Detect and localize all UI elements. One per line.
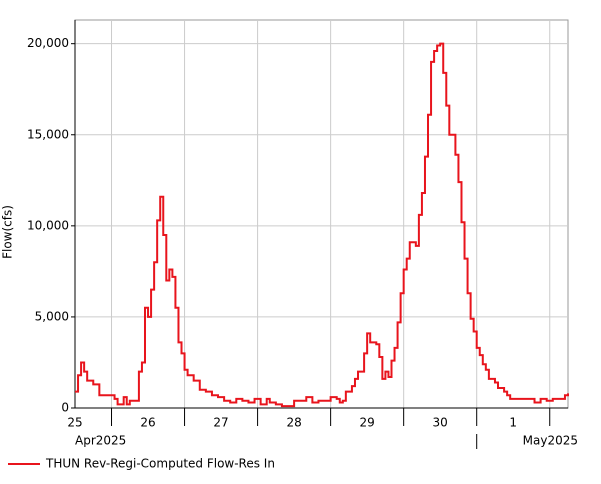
x-tick-label: 25 — [67, 416, 82, 430]
y-tick-label: 20,000 — [27, 36, 69, 50]
plot-area — [74, 19, 569, 409]
period-label: May2025 — [523, 434, 578, 448]
flow-line — [75, 42, 569, 408]
y-axis-label: Flow(cfs) — [1, 205, 15, 259]
x-tick-label: 29 — [360, 416, 375, 430]
x-tick-label: 1 — [509, 416, 517, 430]
y-tick-label: 5,000 — [35, 309, 69, 323]
y-tick-label: 0 — [61, 401, 69, 415]
x-tick-label: 26 — [140, 416, 155, 430]
x-tick-label: 28 — [286, 416, 301, 430]
period-label: Apr2025 — [75, 434, 126, 448]
x-tick-label: 30 — [433, 416, 448, 430]
y-tick-label: 10,000 — [27, 218, 69, 232]
x-tick-label: 27 — [213, 416, 228, 430]
y-tick-label: 15,000 — [27, 127, 69, 141]
legend-label: THUN Rev-Regi-Computed Flow-Res In — [45, 457, 275, 471]
